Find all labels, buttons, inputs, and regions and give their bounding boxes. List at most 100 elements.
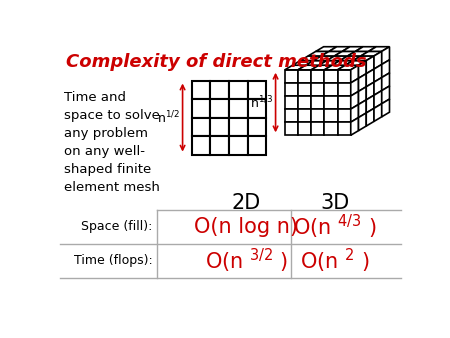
Bar xyxy=(211,80,229,99)
Text: Time (flops):: Time (flops): xyxy=(74,254,153,267)
Polygon shape xyxy=(319,61,340,65)
Polygon shape xyxy=(334,51,356,56)
Polygon shape xyxy=(348,51,369,56)
Polygon shape xyxy=(340,56,361,61)
Bar xyxy=(338,109,351,122)
Bar xyxy=(338,70,351,83)
Polygon shape xyxy=(301,56,321,61)
Polygon shape xyxy=(366,108,374,126)
Polygon shape xyxy=(374,51,382,69)
Polygon shape xyxy=(359,100,366,118)
Bar xyxy=(248,136,266,154)
Bar xyxy=(298,96,311,109)
Text: n$^{1/3}$: n$^{1/3}$ xyxy=(250,94,273,111)
Polygon shape xyxy=(366,56,374,74)
Polygon shape xyxy=(359,74,366,91)
Bar xyxy=(229,118,248,136)
Polygon shape xyxy=(338,65,359,70)
Polygon shape xyxy=(374,91,382,108)
Text: Space (fill):: Space (fill): xyxy=(81,220,153,234)
Bar xyxy=(338,83,351,96)
Bar xyxy=(324,83,338,96)
Text: Complexity of direct methods: Complexity of direct methods xyxy=(66,53,366,71)
Text: O(n $^{3/2}$ ): O(n $^{3/2}$ ) xyxy=(204,247,288,275)
Text: 2D: 2D xyxy=(231,193,261,213)
Bar xyxy=(285,109,298,122)
Text: n$^{1/2}$: n$^{1/2}$ xyxy=(158,109,180,126)
Polygon shape xyxy=(382,47,390,65)
Bar xyxy=(311,70,324,83)
Polygon shape xyxy=(332,61,353,65)
Polygon shape xyxy=(369,47,390,51)
Polygon shape xyxy=(366,82,374,100)
Polygon shape xyxy=(321,51,342,56)
Bar xyxy=(192,136,211,154)
Bar xyxy=(298,109,311,122)
Polygon shape xyxy=(314,56,334,61)
Polygon shape xyxy=(311,65,332,70)
Text: Time and
space to solve
any problem
on any well-
shaped finite
element mesh: Time and space to solve any problem on a… xyxy=(64,91,160,194)
Bar xyxy=(324,70,338,83)
Bar xyxy=(248,99,266,118)
Bar xyxy=(324,96,338,109)
Polygon shape xyxy=(351,104,359,122)
Polygon shape xyxy=(292,61,314,65)
Bar xyxy=(311,109,324,122)
Polygon shape xyxy=(374,65,382,82)
Polygon shape xyxy=(327,56,348,61)
Bar xyxy=(192,118,211,136)
Bar xyxy=(311,96,324,109)
Bar xyxy=(338,122,351,135)
Polygon shape xyxy=(359,61,366,78)
Polygon shape xyxy=(345,61,366,65)
Bar xyxy=(192,80,211,99)
Polygon shape xyxy=(298,65,319,70)
Polygon shape xyxy=(285,65,306,70)
Polygon shape xyxy=(353,56,374,61)
Bar xyxy=(311,122,324,135)
Polygon shape xyxy=(359,113,366,131)
Bar xyxy=(211,136,229,154)
Polygon shape xyxy=(351,118,359,135)
Text: O(n log n): O(n log n) xyxy=(194,217,298,237)
Bar xyxy=(324,109,338,122)
Bar xyxy=(285,96,298,109)
Polygon shape xyxy=(374,77,382,95)
Polygon shape xyxy=(366,95,374,113)
Bar xyxy=(192,99,211,118)
Polygon shape xyxy=(359,87,366,104)
Bar xyxy=(285,83,298,96)
Polygon shape xyxy=(382,86,390,104)
Bar xyxy=(311,83,324,96)
Bar xyxy=(285,70,298,83)
Polygon shape xyxy=(324,65,345,70)
Bar xyxy=(211,99,229,118)
Bar xyxy=(229,99,248,118)
Bar xyxy=(338,96,351,109)
Polygon shape xyxy=(351,78,359,96)
Bar xyxy=(229,80,248,99)
Polygon shape xyxy=(382,99,390,117)
Polygon shape xyxy=(329,47,350,51)
Polygon shape xyxy=(382,73,390,91)
Bar xyxy=(211,118,229,136)
Polygon shape xyxy=(316,47,337,51)
Polygon shape xyxy=(342,47,363,51)
Bar xyxy=(298,122,311,135)
Polygon shape xyxy=(361,51,382,56)
Polygon shape xyxy=(306,61,327,65)
Bar xyxy=(285,122,298,135)
Polygon shape xyxy=(382,60,390,77)
Polygon shape xyxy=(374,104,382,121)
Polygon shape xyxy=(366,69,374,87)
Text: O(n $^{4/3}$ ): O(n $^{4/3}$ ) xyxy=(293,213,377,241)
Bar xyxy=(229,136,248,154)
Polygon shape xyxy=(351,65,359,83)
Bar xyxy=(298,83,311,96)
Polygon shape xyxy=(308,51,329,56)
Text: 3D: 3D xyxy=(320,193,350,213)
Bar xyxy=(324,122,338,135)
Bar xyxy=(248,118,266,136)
Polygon shape xyxy=(351,91,359,109)
Text: O(n $^{2}$ ): O(n $^{2}$ ) xyxy=(301,247,370,275)
